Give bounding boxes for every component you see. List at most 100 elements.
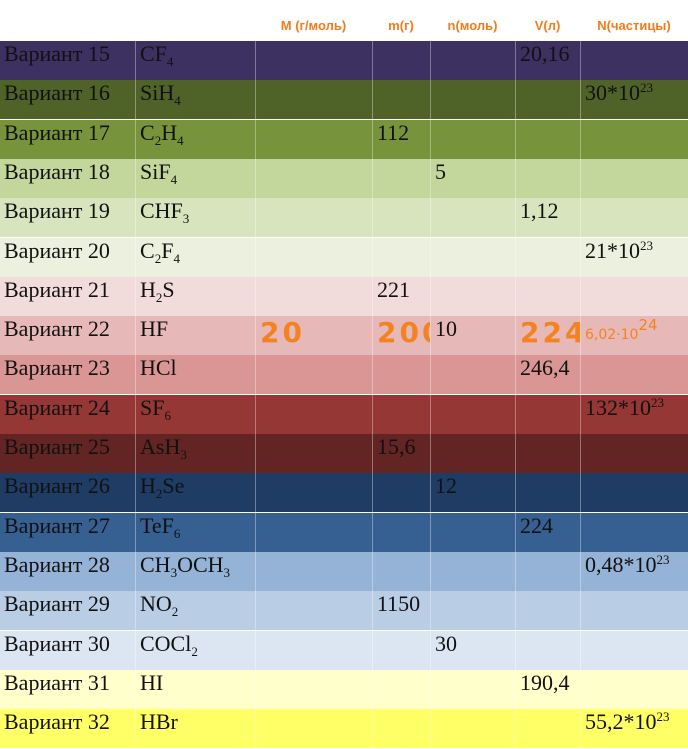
value-cell (430, 434, 515, 473)
script-text: 4 (170, 171, 178, 187)
value-cell (430, 41, 515, 80)
text: C (140, 119, 155, 145)
value-cell (430, 355, 515, 395)
table-row: Вариант 24 SF6 132*1023 (0, 394, 688, 434)
variant-cell: Вариант 21 (4, 276, 110, 302)
script-text: 23 (640, 237, 653, 253)
formula-cell: COCl2 (135, 630, 255, 670)
value-cell: 10 (430, 316, 515, 356)
table-row: Вариант 22HF20200102246,02·1024 (0, 316, 688, 356)
variant-cell: Вариант 27 (4, 512, 110, 538)
table-row: Вариант 19 CHF3 1,12 (0, 198, 688, 238)
table-row: Вариант 15 CF4 20,16 (0, 41, 688, 80)
formula-cell: HF (135, 316, 255, 356)
value-cell: 30*1023 (580, 80, 688, 120)
value-cell (580, 276, 688, 316)
table-row: Вариант 20 C2F4 21*1023 (0, 237, 688, 277)
text: HCl (140, 355, 177, 381)
value-cell (580, 630, 688, 670)
text: CH (140, 551, 171, 577)
script-text: 4 (166, 54, 174, 69)
column-header: m(г) (388, 18, 414, 33)
value-cell (430, 394, 515, 434)
value-cell (255, 41, 372, 80)
text: 30*10 (585, 80, 640, 106)
table-row: Вариант 18 SiF4 5 (0, 158, 688, 198)
value-cell: 55,2*1023 (580, 709, 688, 749)
script-text: 2 (154, 250, 162, 266)
script-text: 2 (191, 643, 198, 659)
value-cell: 112 (372, 119, 430, 159)
table-row: Вариант 16 SiH4 30*1023 (0, 80, 688, 120)
variant-cell: Вариант 29 (4, 591, 110, 617)
formula-cell: HBr (135, 709, 255, 749)
variant-cell: Вариант 26 (4, 473, 110, 499)
value-cell (580, 355, 688, 395)
script-text: 23 (656, 551, 670, 567)
handwritten-value: 6,02·1024 (585, 316, 658, 343)
value-cell (372, 630, 430, 670)
value-cell (255, 198, 372, 238)
script-text: 23 (651, 394, 664, 410)
text: HBr (140, 709, 178, 735)
table-row: Вариант 25 AsH3 15,6 (0, 434, 688, 473)
formula-cell: CF4 (135, 41, 255, 80)
value-cell: 20,16 (515, 41, 580, 80)
value-cell (515, 591, 580, 631)
value-cell (515, 709, 580, 749)
table-row: Вариант 23 HCl 246,4 (0, 355, 688, 395)
table-row: Вариант 17 C2H4 112 (0, 119, 688, 159)
text: HF (140, 316, 169, 342)
script-text: 6 (173, 525, 181, 541)
value-cell (255, 119, 372, 159)
variant-cell: Вариант 32 (4, 709, 110, 735)
value-cell (255, 394, 372, 434)
value-cell: 6,02·1024 (580, 316, 688, 356)
formula-cell: H2Se (135, 473, 255, 513)
column-header: M (г/моль) (280, 18, 347, 33)
text: OCH (177, 551, 224, 577)
variant-cell: Вариант 16 (4, 80, 110, 106)
value-cell: 224 (515, 316, 580, 356)
value-cell (372, 41, 430, 80)
value-cell (372, 198, 430, 238)
handwritten-value: 224 (520, 316, 580, 350)
value-cell: 5 (430, 158, 515, 198)
script-text: 4 (173, 250, 180, 266)
table-row: Вариант 21 H2S 221 (0, 276, 688, 316)
variant-cell: Вариант 30 (4, 630, 110, 656)
table-row: Вариант 30 COCl2 30 (0, 630, 688, 670)
text: HI (140, 669, 164, 695)
variant-cell: Вариант 25 (4, 434, 110, 459)
value-cell (430, 276, 515, 316)
text: 21*10 (585, 237, 640, 263)
value-cell (255, 669, 372, 709)
value-cell (430, 198, 515, 238)
script-text: 24 (638, 316, 658, 335)
formula-cell: C2H4 (135, 119, 255, 159)
value-cell (515, 473, 580, 513)
formula-cell: NO2 (135, 591, 255, 631)
column-header: V(л) (534, 18, 561, 33)
text: CHF (140, 198, 183, 224)
variant-cell: Вариант 15 (4, 41, 110, 66)
value-cell (372, 669, 430, 709)
value-cell (372, 551, 430, 591)
text: F (161, 237, 174, 263)
value-cell (372, 512, 430, 552)
table-row: Вариант 28 CH3OCH3 0,48*1023 (0, 551, 688, 591)
value-cell: 12 (430, 473, 515, 513)
script-text: 4 (174, 93, 181, 109)
value-cell (515, 630, 580, 670)
value-cell: 20 (255, 316, 372, 356)
value-cell: 1150 (372, 591, 430, 631)
variant-cell: Вариант 24 (4, 394, 110, 420)
value-cell (372, 709, 430, 749)
script-text: 3 (223, 564, 231, 580)
text: H (140, 276, 156, 302)
value-cell: 1,12 (515, 198, 580, 238)
value-cell (372, 80, 430, 120)
script-text: 3 (182, 211, 190, 227)
text: S (162, 276, 175, 302)
value-cell: 200 (372, 316, 430, 356)
